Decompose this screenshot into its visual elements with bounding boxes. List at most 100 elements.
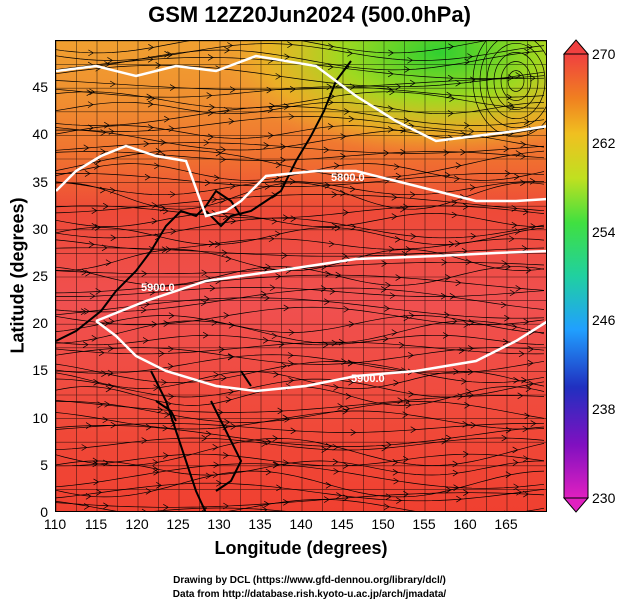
flow-arrow	[290, 427, 297, 435]
flow-arrow	[445, 434, 452, 442]
flow-arrow	[461, 378, 468, 385]
flow-arrow	[201, 434, 208, 442]
flow-arrow	[325, 482, 332, 489]
flow-arrow	[104, 61, 111, 68]
flow-arrow	[221, 249, 228, 257]
flow-arrow	[448, 240, 455, 248]
flow-arrow	[209, 284, 216, 292]
flow-arrow	[520, 141, 527, 148]
flow-arrow	[400, 148, 407, 156]
streamline	[56, 371, 545, 389]
flow-arrow	[409, 191, 416, 198]
flow-arrow	[213, 461, 220, 469]
y-tick-label: 30	[32, 220, 48, 237]
flow-arrow	[505, 471, 512, 478]
flow-arrow	[504, 510, 505, 511]
streamline	[56, 212, 544, 227]
flow-arrow	[327, 99, 334, 106]
flow-arrow	[452, 469, 459, 477]
flow-arrow	[342, 209, 349, 216]
flow-arrow	[110, 234, 117, 242]
flow-arrow	[264, 183, 271, 190]
flow-arrow	[100, 129, 107, 136]
flow-arrow	[513, 483, 520, 491]
flow-arrow	[107, 369, 114, 377]
contour-label-north: 5900.0	[141, 282, 175, 294]
flow-arrow	[515, 150, 522, 157]
flow-arrow	[102, 416, 109, 424]
flow-arrow	[153, 162, 160, 170]
flow-arrow	[328, 43, 334, 50]
flow-arrow	[442, 332, 449, 339]
flow-arrow	[381, 260, 388, 267]
flow-arrow	[94, 224, 101, 231]
flow-arrow	[155, 61, 162, 69]
flow-arrow	[444, 171, 451, 179]
flow-arrow	[460, 148, 467, 156]
x-tick-label: 110	[43, 516, 67, 532]
flow-arrow	[469, 184, 476, 191]
flow-arrow	[93, 478, 100, 486]
flow-arrow	[97, 401, 104, 409]
flow-arrow	[162, 424, 169, 432]
x-tick-label: 140	[289, 516, 313, 532]
flow-arrow	[164, 115, 170, 123]
flow-arrow	[101, 370, 108, 378]
flow-arrow	[410, 426, 417, 433]
x-tick-label: 125	[166, 516, 190, 532]
flow-arrow	[395, 83, 402, 91]
streamline	[56, 205, 545, 219]
y-tick-label: 40	[32, 126, 48, 143]
y-tick-label: 45	[32, 79, 48, 96]
flow-arrow	[165, 246, 172, 253]
x-tick-label: 165	[494, 516, 518, 532]
flow-arrow	[391, 194, 398, 201]
flow-arrow	[321, 446, 328, 453]
flow-arrow	[502, 338, 509, 346]
flow-arrow	[277, 407, 284, 415]
flow-arrow	[218, 346, 225, 353]
flow-arrow	[169, 191, 176, 198]
flow-arrow	[448, 43, 454, 50]
flow-arrow	[290, 215, 297, 222]
flow-arrow	[343, 462, 349, 469]
flow-arrow	[469, 76, 476, 84]
flow-arrow	[89, 88, 96, 96]
flow-arrow	[348, 320, 355, 328]
flow-arrow	[344, 405, 351, 413]
flow-arrow	[88, 241, 95, 248]
flow-arrow	[156, 482, 162, 489]
flow-arrow	[462, 203, 469, 210]
flow-arrow	[404, 117, 410, 124]
streamline	[56, 86, 545, 98]
flow-arrow	[348, 379, 355, 386]
streamline	[56, 306, 545, 326]
flow-arrow	[282, 414, 289, 422]
contour-5800	[56, 144, 546, 218]
flow-arrow	[265, 263, 272, 271]
eddy-streamline	[500, 61, 532, 101]
flow-arrow	[143, 140, 150, 148]
y-tick-label: 20	[32, 315, 48, 332]
flow-arrow	[347, 359, 354, 367]
streamline	[56, 274, 545, 294]
flow-arrow	[512, 446, 519, 454]
flow-arrow	[391, 213, 398, 220]
flow-arrow	[211, 196, 218, 203]
flow-arrow	[511, 221, 518, 229]
flow-arrow	[331, 339, 338, 347]
flow-arrow	[275, 73, 282, 80]
flow-arrow	[523, 490, 529, 498]
flow-arrow	[98, 349, 105, 357]
flow-arrow	[343, 305, 350, 313]
flow-arrow	[164, 50, 171, 58]
flow-arrow	[110, 421, 117, 429]
flow-arrow	[392, 468, 399, 476]
flow-arrow	[225, 255, 232, 263]
flow-arrow	[152, 465, 159, 473]
flow-arrow	[463, 489, 469, 496]
flow-arrow	[272, 435, 279, 442]
flow-arrow	[220, 197, 226, 204]
flow-arrow	[344, 108, 350, 115]
flow-arrow	[148, 44, 154, 51]
